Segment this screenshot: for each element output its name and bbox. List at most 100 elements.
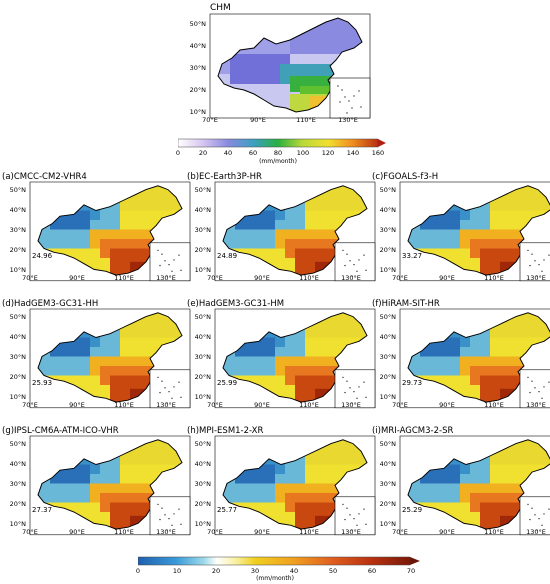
panel-value: 29.73 bbox=[402, 379, 423, 387]
island-dot bbox=[349, 260, 351, 262]
panel-xtick: 90°E bbox=[254, 274, 270, 282]
panel-ytick: 50°N bbox=[194, 186, 211, 194]
chm-panel: CHM 50°N 40°N 30°N 20°N 10°N 70°E 90°E 1… bbox=[180, 0, 371, 130]
panel-xtick: 110°E bbox=[114, 528, 134, 536]
model-panel: (d)HadGEM3-GC31-HH 50°N 40°N 30°N 20°N 10°N 70… bbox=[0, 297, 191, 417]
island-dot bbox=[342, 376, 344, 379]
panel-xtick: 130°E bbox=[156, 401, 176, 409]
top-cbar-tick: 20 bbox=[198, 149, 208, 157]
panel-ytick: 10°N bbox=[9, 266, 26, 274]
map-frame bbox=[399, 435, 550, 536]
panel-xtick: 130°E bbox=[341, 528, 361, 536]
panel-ytick: 10°N bbox=[194, 520, 211, 528]
island-dot bbox=[534, 260, 536, 262]
panel-xtick: 110°E bbox=[299, 274, 319, 282]
panel-title: (h)MPI-ESM1-2-XR bbox=[187, 426, 264, 436]
panel-xtick: 70°E bbox=[22, 401, 38, 409]
island-dot bbox=[157, 376, 159, 379]
panel-map bbox=[399, 181, 550, 282]
panel-ytick: 20°N bbox=[9, 500, 26, 508]
island-dot bbox=[171, 397, 173, 399]
island-dot bbox=[358, 513, 360, 515]
top-cbar-tick: 0 bbox=[175, 149, 181, 157]
island-dot bbox=[356, 270, 358, 272]
island-dot bbox=[351, 402, 353, 404]
map-frame bbox=[399, 181, 550, 282]
island-dot bbox=[159, 518, 161, 521]
panel-ytick: 10°N bbox=[379, 266, 396, 274]
top-cbar-unit: (mm/month) bbox=[259, 158, 297, 165]
map-group bbox=[399, 308, 550, 409]
map-frame bbox=[29, 308, 191, 409]
island-dot bbox=[344, 96, 346, 98]
island-dot bbox=[365, 396, 367, 399]
panel-value: 25.93 bbox=[32, 379, 53, 387]
top-cbar-tick: 60 bbox=[248, 149, 258, 157]
island-dot bbox=[166, 402, 168, 404]
panel-xtick: 110°E bbox=[484, 528, 504, 536]
panel-title: (g)IPSL-CM6A-ATM-ICO-VHR bbox=[2, 426, 119, 436]
south-china-sea-inset bbox=[334, 242, 376, 282]
panel-ytick: 50°N bbox=[194, 440, 211, 448]
top-cbar-tick: 40 bbox=[223, 149, 233, 157]
panel-value: 27.37 bbox=[32, 506, 53, 514]
panel-ytick: 10°N bbox=[379, 393, 396, 401]
panel-map bbox=[29, 435, 191, 536]
top-cbar-tick: 140 bbox=[346, 149, 360, 157]
bottom-cbar-tick: 10 bbox=[172, 567, 182, 575]
island-dot bbox=[180, 269, 182, 272]
panel-xtick: 110°E bbox=[299, 401, 319, 409]
panel-xtick: 130°E bbox=[341, 274, 361, 282]
precip-region bbox=[490, 439, 550, 465]
panel-xtick: 110°E bbox=[299, 528, 319, 536]
panel-xtick: 90°E bbox=[69, 274, 85, 282]
island-dot bbox=[168, 390, 170, 393]
panel-ytick: 20°N bbox=[194, 246, 211, 254]
panel-xtick: 70°E bbox=[207, 528, 223, 536]
island-dot bbox=[178, 254, 180, 256]
island-dot bbox=[531, 253, 533, 255]
island-dot bbox=[543, 513, 545, 515]
island-dot bbox=[173, 386, 175, 388]
panel-ytick: 10°N bbox=[194, 393, 211, 401]
island-dot bbox=[166, 275, 168, 277]
island-dot bbox=[527, 376, 529, 379]
panel-title: (i)MRI-AGCM3-2-SR bbox=[372, 426, 454, 436]
china-border bbox=[37, 185, 183, 276]
chm-ytick: 40°N bbox=[189, 42, 206, 50]
panel-ytick: 20°N bbox=[379, 246, 396, 254]
bottom-cbar-tick: 70 bbox=[406, 567, 416, 575]
map-group bbox=[29, 308, 191, 409]
island-dot bbox=[346, 380, 348, 382]
panel-ytick: 20°N bbox=[379, 500, 396, 508]
island-dot bbox=[341, 89, 343, 91]
island-dot bbox=[538, 390, 540, 393]
island-dot bbox=[356, 397, 358, 399]
island-dot bbox=[353, 517, 355, 520]
panel-map bbox=[29, 308, 191, 409]
panel-value: 24.96 bbox=[32, 252, 53, 260]
chm-ytick: 20°N bbox=[189, 86, 206, 94]
chm-xtick: 70°E bbox=[202, 116, 218, 124]
map-frame bbox=[214, 308, 376, 409]
panel-ytick: 10°N bbox=[9, 393, 26, 401]
top-colorbar: 0 20 40 60 80 100 120 140 160 (mm/month) bbox=[176, 138, 388, 166]
chm-xtick: 110°E bbox=[296, 116, 316, 124]
island-dot bbox=[358, 386, 360, 388]
island-dot bbox=[339, 101, 341, 103]
island-dot bbox=[360, 106, 362, 108]
china-border bbox=[217, 17, 363, 113]
map-group bbox=[209, 13, 371, 119]
island-dot bbox=[344, 391, 346, 394]
island-dot bbox=[178, 381, 180, 383]
panel-ytick: 30°N bbox=[194, 353, 211, 361]
top-cbar-tick: 100 bbox=[296, 149, 310, 157]
map-frame bbox=[214, 181, 376, 282]
panel-xtick: 130°E bbox=[341, 401, 361, 409]
island-dot bbox=[157, 503, 159, 506]
island-dot bbox=[178, 508, 180, 510]
map-group bbox=[214, 181, 376, 282]
panel-value: 25.99 bbox=[217, 379, 238, 387]
chm-ytick: 30°N bbox=[189, 64, 206, 72]
map-frame bbox=[209, 13, 371, 119]
